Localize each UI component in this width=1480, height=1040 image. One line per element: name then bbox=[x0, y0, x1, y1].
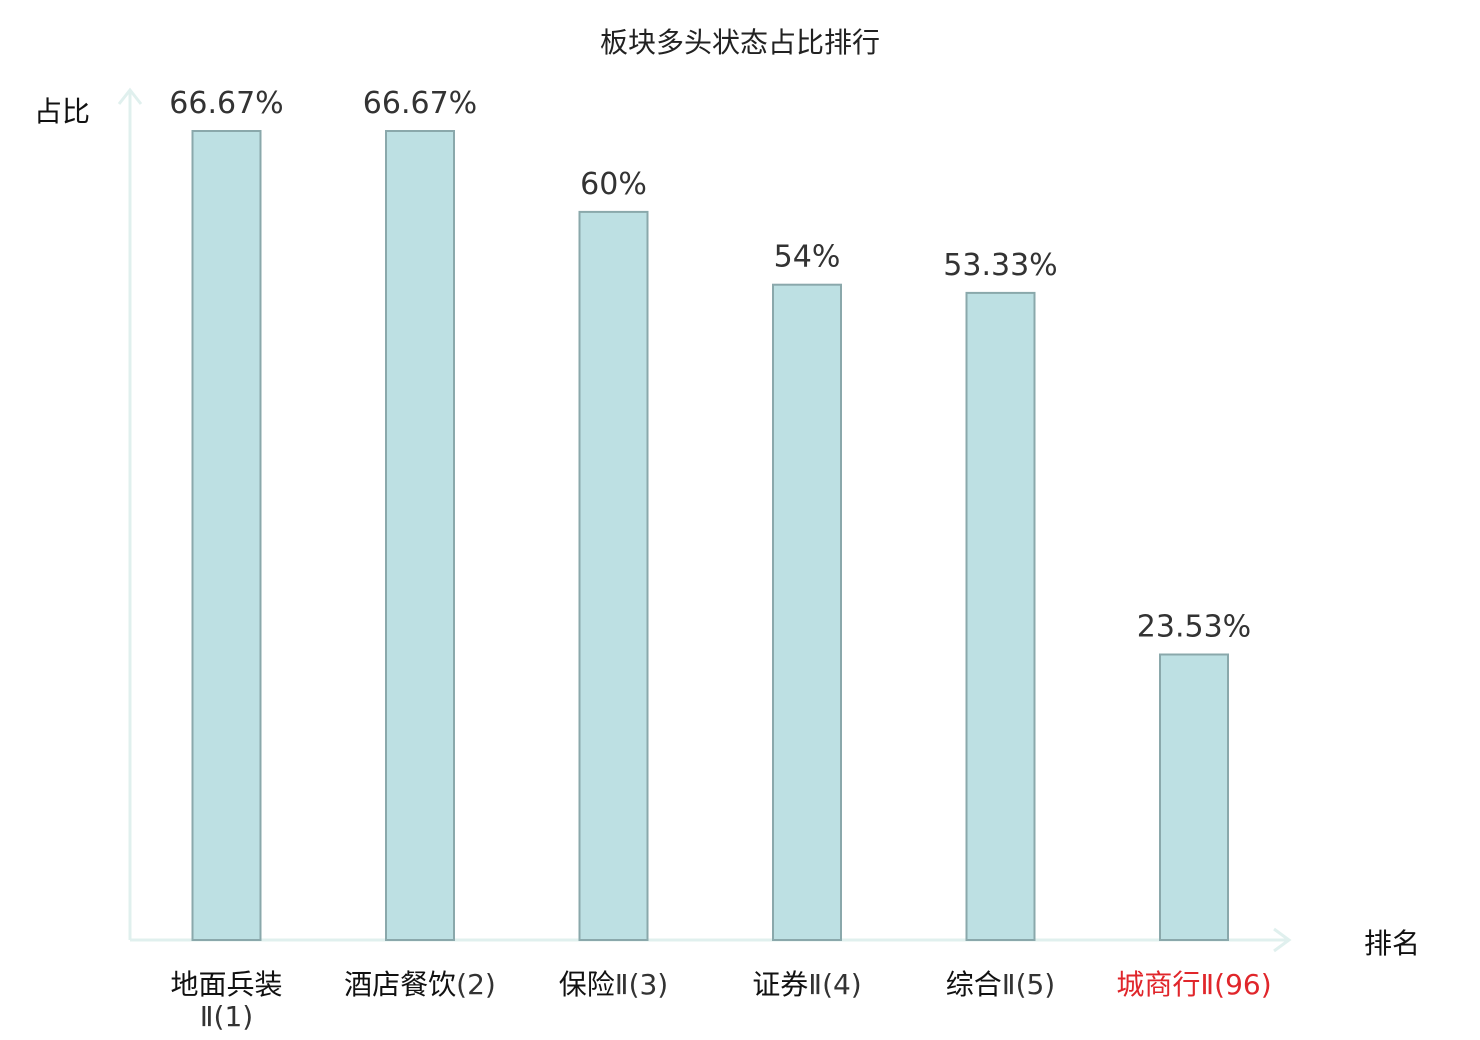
bar-value-label: 66.67% bbox=[363, 86, 477, 121]
y-axis-arrow bbox=[117, 87, 143, 105]
chart-title: 板块多头状态占比排行 bbox=[600, 26, 880, 59]
category-rank: Ⅱ(4) bbox=[808, 968, 861, 1001]
x-axis-label: 排名 bbox=[1364, 927, 1420, 960]
category-name: 城商行 bbox=[1116, 968, 1200, 1001]
category-name: 地面兵装 bbox=[170, 968, 282, 1001]
bar bbox=[965, 291, 1036, 941]
category-rank: Ⅱ(1) bbox=[200, 1000, 253, 1033]
x-axis-arrow bbox=[1273, 927, 1292, 953]
bar bbox=[772, 283, 842, 941]
category-rank: (2) bbox=[456, 968, 496, 1001]
bar-value-label: 23.53% bbox=[1137, 610, 1251, 645]
bar-value-label: 60% bbox=[580, 167, 647, 202]
bar bbox=[191, 130, 262, 941]
bar-value-label: 66.67% bbox=[169, 86, 283, 121]
category-label: 酒店餐饮(2) bbox=[344, 968, 496, 1001]
category-name: 酒店餐饮 bbox=[344, 968, 456, 1001]
category-label: 地面兵装 Ⅱ(1) bbox=[170, 968, 282, 1033]
y-axis-label: 占比 bbox=[34, 95, 90, 128]
category-labels: 地面兵装 Ⅱ(1) 酒店餐饮(2) 保险Ⅱ(3) 证券Ⅱ(4) 综合Ⅱ(5) 城商行Ⅱ(96… bbox=[170, 968, 1271, 1033]
category-rank: Ⅱ(96) bbox=[1200, 968, 1271, 1001]
bars bbox=[191, 130, 1229, 941]
category-label: 综合Ⅱ(5) bbox=[946, 968, 1055, 1001]
category-name: 保险 bbox=[559, 968, 615, 1001]
category-rank: Ⅱ(3) bbox=[615, 968, 668, 1001]
category-name: 证券 bbox=[752, 968, 808, 1001]
category-label: 保险Ⅱ(3) bbox=[559, 968, 668, 1001]
category-name: 综合 bbox=[946, 968, 1002, 1001]
axes bbox=[117, 87, 1292, 953]
value-labels: 66.67% 66.67% 60% 54% 53.33% 23.53% bbox=[169, 86, 1251, 645]
category-label: 证券Ⅱ(4) bbox=[752, 968, 861, 1001]
bar bbox=[578, 210, 649, 941]
bar bbox=[1159, 653, 1229, 941]
bar-value-label: 53.33% bbox=[943, 248, 1057, 283]
bar bbox=[385, 130, 455, 941]
bar-value-label: 54% bbox=[774, 240, 841, 275]
category-label: 城商行Ⅱ(96) bbox=[1116, 968, 1271, 1001]
category-rank: Ⅱ(5) bbox=[1002, 968, 1055, 1001]
